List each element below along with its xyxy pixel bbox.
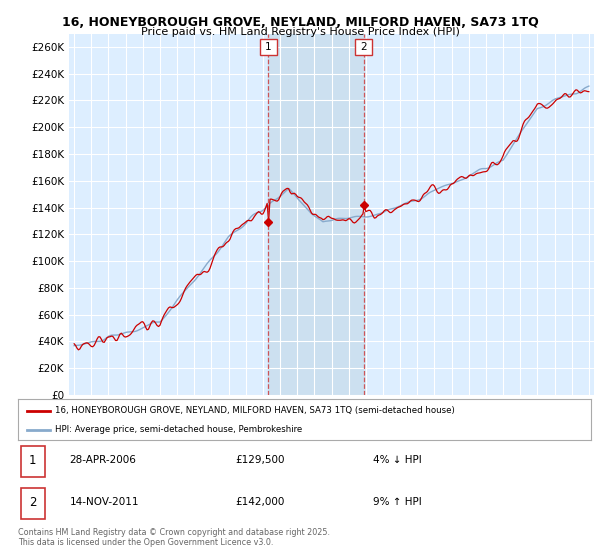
Text: 2: 2	[361, 42, 367, 52]
FancyBboxPatch shape	[260, 39, 277, 55]
Text: 14-NOV-2011: 14-NOV-2011	[70, 497, 139, 507]
Text: HPI: Average price, semi-detached house, Pembrokeshire: HPI: Average price, semi-detached house,…	[55, 425, 302, 434]
Text: 16, HONEYBOROUGH GROVE, NEYLAND, MILFORD HAVEN, SA73 1TQ: 16, HONEYBOROUGH GROVE, NEYLAND, MILFORD…	[62, 16, 538, 29]
Text: 1: 1	[29, 454, 37, 467]
Text: Contains HM Land Registry data © Crown copyright and database right 2025.
This d: Contains HM Land Registry data © Crown c…	[18, 528, 330, 547]
Text: 28-APR-2006: 28-APR-2006	[70, 455, 136, 465]
FancyBboxPatch shape	[21, 446, 45, 477]
FancyBboxPatch shape	[355, 39, 373, 55]
Text: £142,000: £142,000	[236, 497, 285, 507]
Text: 2: 2	[29, 496, 37, 509]
Text: £129,500: £129,500	[236, 455, 285, 465]
Text: 9% ↑ HPI: 9% ↑ HPI	[373, 497, 422, 507]
Text: Price paid vs. HM Land Registry's House Price Index (HPI): Price paid vs. HM Land Registry's House …	[140, 27, 460, 37]
Bar	[268, 34, 364, 395]
FancyBboxPatch shape	[21, 488, 45, 519]
Text: 1: 1	[265, 42, 272, 52]
Text: 16, HONEYBOROUGH GROVE, NEYLAND, MILFORD HAVEN, SA73 1TQ (semi-detached house): 16, HONEYBOROUGH GROVE, NEYLAND, MILFORD…	[55, 406, 455, 415]
Text: 4% ↓ HPI: 4% ↓ HPI	[373, 455, 422, 465]
